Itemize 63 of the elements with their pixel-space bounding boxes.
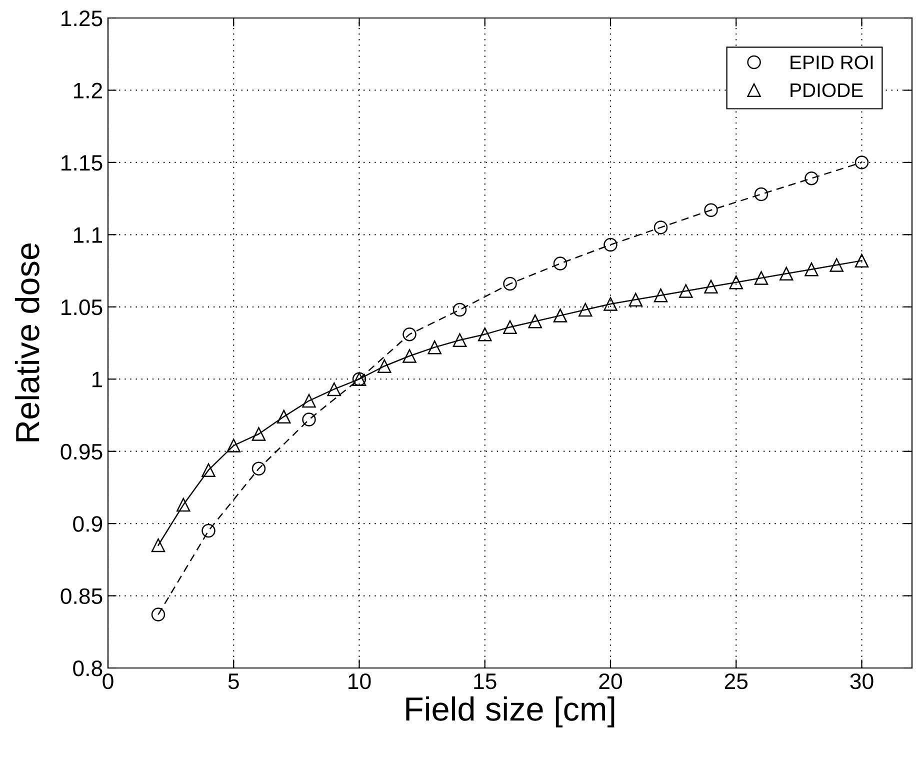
point xyxy=(553,308,568,322)
point xyxy=(854,156,869,170)
point xyxy=(604,238,618,252)
point xyxy=(378,359,392,373)
y-tick-label: 1.05 xyxy=(62,299,102,316)
point xyxy=(854,254,869,268)
point xyxy=(503,276,517,291)
point xyxy=(804,171,818,186)
point xyxy=(654,220,668,234)
point xyxy=(428,340,442,354)
point xyxy=(202,524,216,538)
point xyxy=(754,271,768,285)
point xyxy=(252,427,266,441)
point xyxy=(176,498,190,512)
point xyxy=(780,266,794,281)
point xyxy=(327,382,341,396)
point xyxy=(654,288,668,302)
legend-label: PDIODE xyxy=(790,83,863,98)
y-tick-label: 1.1 xyxy=(74,227,102,243)
point xyxy=(578,302,592,317)
point xyxy=(151,538,166,552)
y-tick-label: 0.85 xyxy=(60,588,102,604)
point xyxy=(277,410,291,424)
y-tick-label: 0.8 xyxy=(73,660,102,676)
x-tick-label: 20 xyxy=(599,673,622,690)
point xyxy=(402,349,416,363)
point xyxy=(202,463,216,477)
y-tick-label: 1 xyxy=(92,372,102,388)
point xyxy=(604,297,618,311)
point xyxy=(729,275,743,290)
x-tick-label: 15 xyxy=(474,674,496,690)
point xyxy=(478,327,492,342)
point xyxy=(151,608,166,622)
point xyxy=(402,327,416,342)
y-tick-label: 1.25 xyxy=(62,10,102,26)
x-tick-label: 5 xyxy=(228,674,239,690)
y-axis-title: Relative dose xyxy=(14,243,40,442)
x-tick-label: 25 xyxy=(724,673,748,690)
x-tick-label: 10 xyxy=(348,673,371,690)
y-tick-label: 1.2 xyxy=(74,82,102,98)
point xyxy=(553,256,568,270)
point xyxy=(226,438,240,452)
y-tick-label: 0.95 xyxy=(60,444,102,460)
point xyxy=(452,333,467,347)
point xyxy=(628,292,642,307)
point xyxy=(704,203,718,217)
point xyxy=(252,462,266,476)
point xyxy=(754,187,768,202)
x-axis-title: Field size [cm] xyxy=(406,696,614,728)
x-tick-label: 30 xyxy=(850,673,874,690)
point xyxy=(704,280,718,294)
point xyxy=(804,262,818,276)
point xyxy=(503,320,517,334)
y-tick-label: 1.15 xyxy=(62,155,102,171)
x-tick-label: 0 xyxy=(102,673,114,690)
point xyxy=(452,302,467,317)
point xyxy=(679,284,693,298)
point xyxy=(830,258,844,272)
legend-label: EPID ROI xyxy=(790,56,873,70)
y-tick-label: 0.9 xyxy=(73,516,102,532)
point xyxy=(528,314,542,328)
point xyxy=(302,412,316,426)
point xyxy=(302,394,316,408)
